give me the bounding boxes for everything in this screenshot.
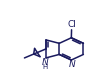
Text: Cl: Cl (68, 20, 77, 29)
Text: H: H (42, 64, 48, 70)
Text: N: N (68, 60, 75, 69)
Text: N: N (42, 58, 48, 67)
